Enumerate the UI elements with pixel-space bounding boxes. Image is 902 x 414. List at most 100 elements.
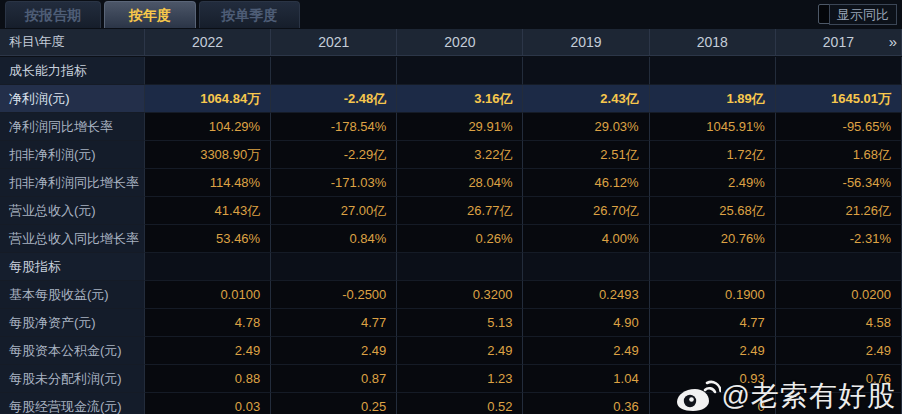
year-column-header: 2017 » — [776, 29, 902, 56]
cell-value: 4.58 — [776, 309, 902, 337]
row-label: 营业总收入(元) — [0, 197, 145, 225]
cell-value: 26.77亿 — [397, 197, 523, 225]
financial-indicators-panel: 按报告期 按年度 按单季度 显示同比 科目\年度 202220212020201… — [0, 0, 902, 414]
year-label: 2018 — [697, 34, 728, 50]
cell-value: 1645.01万 — [776, 85, 902, 113]
cell-value: 53.46% — [145, 225, 271, 253]
cell-value: 0.0100 — [145, 281, 271, 309]
cell-value: 29.91% — [397, 113, 523, 141]
cell-value: 1.23 — [397, 365, 523, 393]
cell-value — [776, 253, 902, 281]
cell-value: 41.43亿 — [145, 197, 271, 225]
cell-value: 3.22亿 — [397, 141, 523, 169]
cell-value: 29.03% — [523, 113, 649, 141]
cell-value: 0.0200 — [776, 281, 902, 309]
cell-value: 1.72亿 — [650, 141, 776, 169]
cell-value: 104.29% — [145, 113, 271, 141]
cell-value: 4.00% — [523, 225, 649, 253]
cell-value: 2.49 — [776, 337, 902, 365]
cell-value — [397, 57, 523, 85]
tab-by-year[interactable]: 按年度 — [104, 1, 196, 28]
cell-value — [523, 253, 649, 281]
cell-value: 0.52 — [397, 393, 523, 414]
cell-value: 2.49 — [397, 337, 523, 365]
row-label: 每股净资产(元) — [0, 309, 145, 337]
cell-value: 20.76% — [650, 225, 776, 253]
cell-value: 28.04% — [397, 169, 523, 197]
section-title: 每股指标 — [0, 253, 145, 281]
cell-value: -2.29亿 — [271, 141, 397, 169]
year-column-header: 2021 — [271, 29, 397, 56]
year-column-header: 2022 — [145, 29, 271, 56]
cell-value — [650, 57, 776, 85]
cell-value: 0.03 — [145, 393, 271, 414]
cell-value: 3308.90万 — [145, 141, 271, 169]
cell-value: 3.16亿 — [397, 85, 523, 113]
cell-value: 1.04 — [523, 365, 649, 393]
row-label: 每股资本公积金(元) — [0, 337, 145, 365]
cell-value: 5.13 — [397, 309, 523, 337]
cell-value: 2.49 — [271, 337, 397, 365]
cell-value: 21.26亿 — [776, 197, 902, 225]
row-label: 扣非净利润(元) — [0, 141, 145, 169]
cell-value — [776, 57, 902, 85]
cell-value: 4.78 — [145, 309, 271, 337]
cell-value: 0.36 — [523, 393, 649, 414]
row-label: 营业总收入同比增长率 — [0, 225, 145, 253]
cell-value: 0.3200 — [397, 281, 523, 309]
section-title: 成长能力指标 — [0, 57, 145, 85]
cell-value: -178.54% — [271, 113, 397, 141]
cell-value: 0.1900 — [650, 281, 776, 309]
cell-value: 114.48% — [145, 169, 271, 197]
cell-value: 4.90 — [523, 309, 649, 337]
tab-by-report-period[interactable]: 按报告期 — [5, 1, 101, 28]
row-label: 每股未分配利润(元) — [0, 365, 145, 393]
cell-value: 2.49 — [523, 337, 649, 365]
cell-value: 0.88 — [145, 365, 271, 393]
year-label: 2020 — [444, 34, 475, 50]
cell-value: 2.43亿 — [523, 85, 649, 113]
cell-value: -2.48亿 — [271, 85, 397, 113]
cell-value: 26.70亿 — [523, 197, 649, 225]
cell-value: -95.65% — [776, 113, 902, 141]
show-yoy-label[interactable]: 显示同比 — [829, 4, 897, 25]
cell-value: 4.77 — [271, 309, 397, 337]
cell-value: 0.93 — [650, 365, 776, 393]
year-column-header: 2018 — [650, 29, 776, 56]
cell-value: 46.12% — [523, 169, 649, 197]
row-label: 净利润同比增长率 — [0, 113, 145, 141]
cell-value: 1045.91% — [650, 113, 776, 141]
tab-by-single-quarter[interactable]: 按单季度 — [199, 1, 300, 28]
cell-value: 4.77 — [650, 309, 776, 337]
cell-value: -2.31% — [776, 225, 902, 253]
year-label: 2022 — [192, 34, 223, 50]
cell-value: 25.68亿 — [650, 197, 776, 225]
cell-value — [523, 57, 649, 85]
cell-value: 0.84% — [271, 225, 397, 253]
row-label: 净利润(元) — [0, 85, 145, 113]
year-label: 2017 — [823, 34, 854, 50]
row-label: 每股经营现金流(元) — [0, 393, 145, 414]
cell-value: 0.26% — [397, 225, 523, 253]
cell-value: 1.89亿 — [650, 85, 776, 113]
cell-value — [776, 393, 902, 414]
cell-value: 1064.84万 — [145, 85, 271, 113]
year-label: 2019 — [570, 34, 601, 50]
cell-value: 2.49 — [650, 337, 776, 365]
tab-bar: 按报告期 按年度 按单季度 显示同比 — [0, 0, 902, 29]
cell-value: 2.49% — [650, 169, 776, 197]
cell-value: 0.76 — [776, 365, 902, 393]
year-label: 2021 — [318, 34, 349, 50]
more-years-icon[interactable]: » — [889, 29, 895, 55]
cell-value: 2.51亿 — [523, 141, 649, 169]
cell-value — [397, 253, 523, 281]
cell-value — [271, 57, 397, 85]
cell-value: 0 — [650, 393, 776, 414]
cell-value — [145, 253, 271, 281]
cell-value: -0.2500 — [271, 281, 397, 309]
cell-value: 0.25 — [271, 393, 397, 414]
year-column-header: 2019 — [523, 29, 649, 56]
cell-value — [145, 57, 271, 85]
cell-value: -56.34% — [776, 169, 902, 197]
cell-value: -171.03% — [271, 169, 397, 197]
